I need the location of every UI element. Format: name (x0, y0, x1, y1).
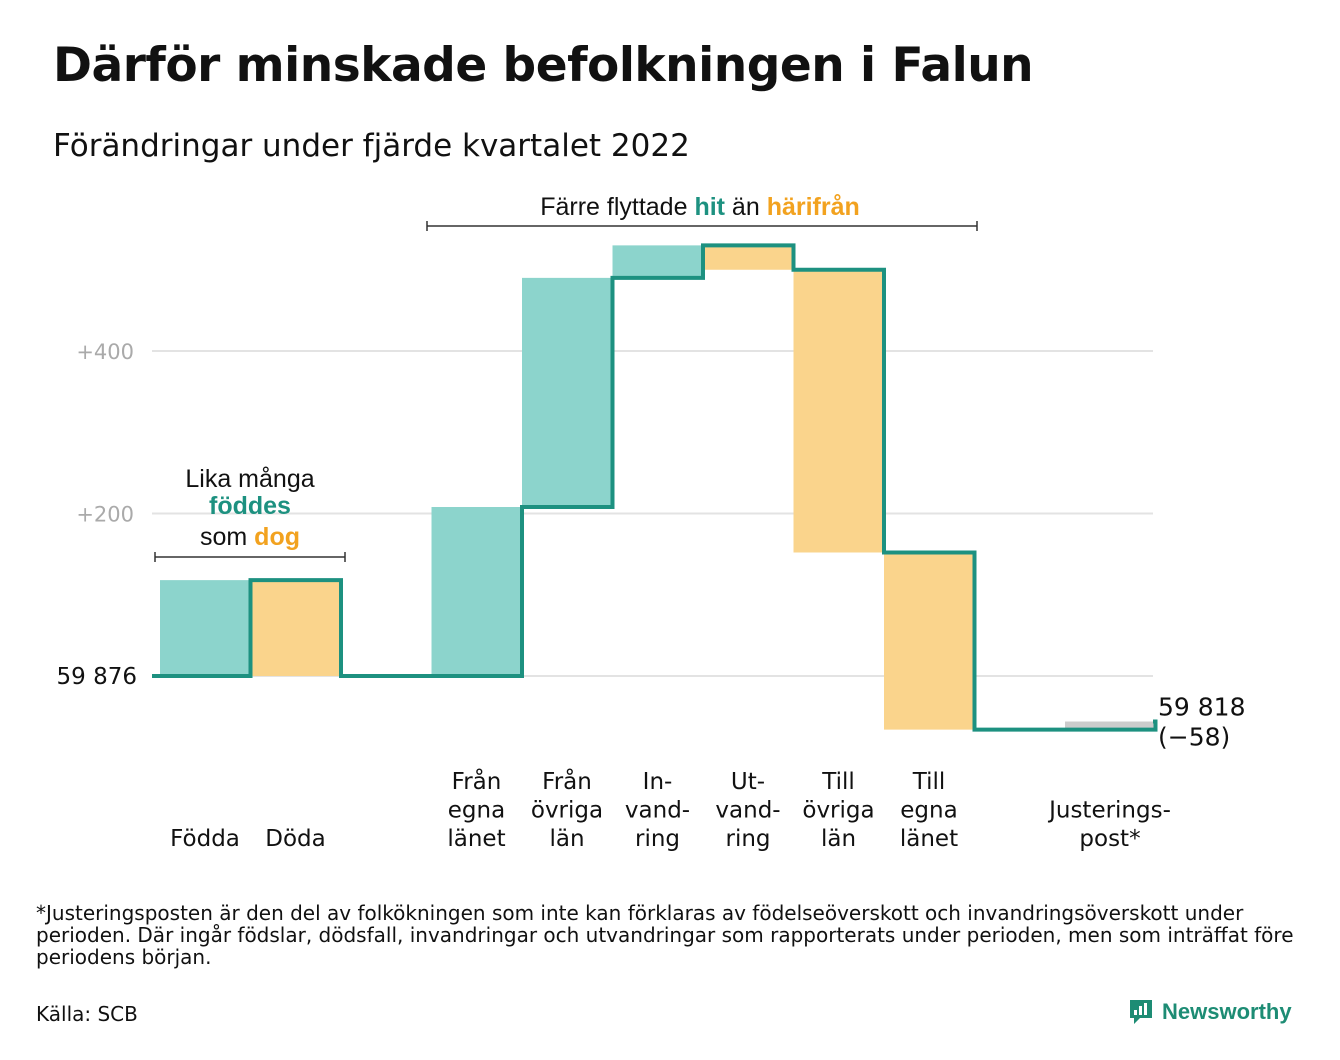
running-total-line (152, 243, 1158, 732)
waterfall-bar (250, 580, 341, 676)
annotation-highlight: härifrån (767, 193, 860, 221)
footnote: *Justeringsposten är den del av folkökni… (36, 901, 1294, 969)
waterfall-bar (522, 277, 612, 507)
annotation-text-part: Färre flyttade (540, 193, 694, 221)
category-label: Födda (170, 826, 240, 852)
annotation-text-part: som (200, 523, 254, 551)
category-label: ring (635, 826, 680, 852)
category-label: län (821, 826, 856, 852)
waterfall-bar (703, 245, 793, 270)
category-label: ring (725, 826, 770, 852)
category-label: Justerings- (1047, 798, 1171, 824)
annotation-text-part: än (725, 193, 767, 221)
annotation-text: Färre flyttade hit än härifrån (540, 193, 860, 221)
waterfall-bar (160, 580, 250, 676)
category-label: län (549, 826, 584, 852)
category-label: länet (447, 826, 505, 852)
waterfall-bar (793, 269, 884, 553)
waterfall-bar (1065, 721, 1155, 730)
category-label: Från (542, 767, 592, 795)
category-label: vand- (715, 798, 780, 824)
waterfall-bar (884, 552, 974, 730)
source-label: Källa: SCB (36, 1002, 138, 1026)
waterfall-bar (431, 507, 522, 676)
category-label: Döda (265, 826, 325, 852)
page-subtitle: Förändringar under fjärde kvartalet 2022 (53, 128, 690, 164)
category-label: vand- (625, 798, 690, 824)
annotation-highlight: hit (694, 193, 725, 221)
y-tick-label: +200 (76, 503, 134, 527)
brand-logo[interactable]: Newsworthy (1128, 998, 1292, 1026)
net-change-label: (−58) (1158, 723, 1230, 752)
end-value-label: 59 818 (1158, 693, 1245, 722)
category-label: egna (448, 798, 505, 824)
annotation-text: som dog (200, 523, 300, 551)
y-tick-label: +400 (76, 340, 134, 364)
waterfall-bar (612, 245, 703, 278)
category-label: Från (452, 767, 502, 795)
category-label: In- (643, 769, 673, 795)
page-title: Därför minskade befolkningen i Falun (53, 38, 1034, 93)
category-label: övriga (531, 798, 603, 824)
brand-name: Newsworthy (1162, 999, 1292, 1024)
category-label: Till (821, 769, 855, 795)
category-label: länet (900, 826, 958, 852)
baseline-label: 59 876 (57, 664, 137, 690)
category-label: övriga (802, 798, 874, 824)
category-label: egna (900, 798, 957, 824)
category-label: Till (912, 769, 946, 795)
category-label: Ut- (731, 769, 765, 795)
newsworthy-icon (1130, 1000, 1152, 1024)
annotation-highlight: föddes (209, 492, 291, 520)
annotation-text: Lika många (185, 465, 314, 493)
annotation-highlight: dog (254, 523, 300, 551)
category-label: post* (1079, 826, 1140, 852)
